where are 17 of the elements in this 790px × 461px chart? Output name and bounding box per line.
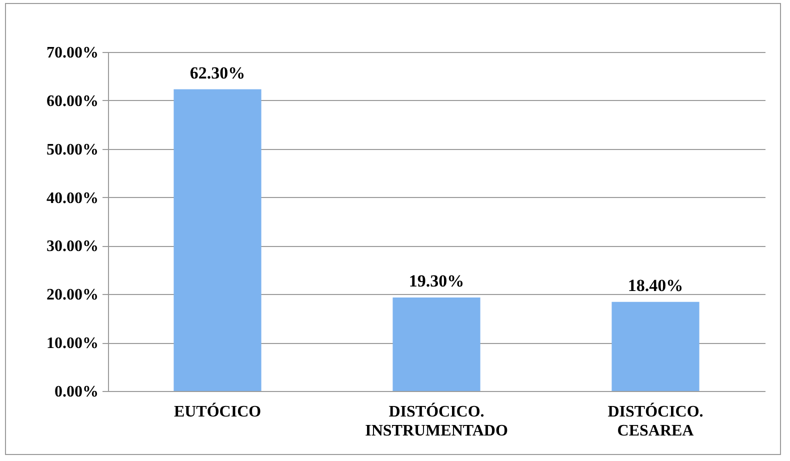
bar [612, 302, 700, 391]
data-label: 19.30% [408, 272, 464, 291]
x-tick-label: DISTÓCICO. INSTRUMENTADO [365, 402, 508, 440]
bar [392, 298, 480, 391]
y-tick-label: 70.00% [46, 44, 98, 62]
y-tick-label: 10.00% [46, 335, 98, 352]
data-label: 62.30% [190, 63, 246, 82]
data-label: 18.40% [628, 276, 684, 295]
y-tick-label: 50.00% [46, 141, 98, 158]
x-tick-label: DISTÓCICO. CESAREA [608, 402, 704, 440]
y-tick-label: 40.00% [46, 190, 98, 207]
x-tick-label: EUTÓCICO [174, 402, 262, 420]
y-tick-label: 30.00% [46, 238, 98, 256]
y-tick-label: 60.00% [46, 92, 98, 110]
y-tick-label: 20.00% [46, 286, 98, 304]
y-tick-label: 0.00% [54, 384, 98, 400]
bar [174, 89, 262, 391]
